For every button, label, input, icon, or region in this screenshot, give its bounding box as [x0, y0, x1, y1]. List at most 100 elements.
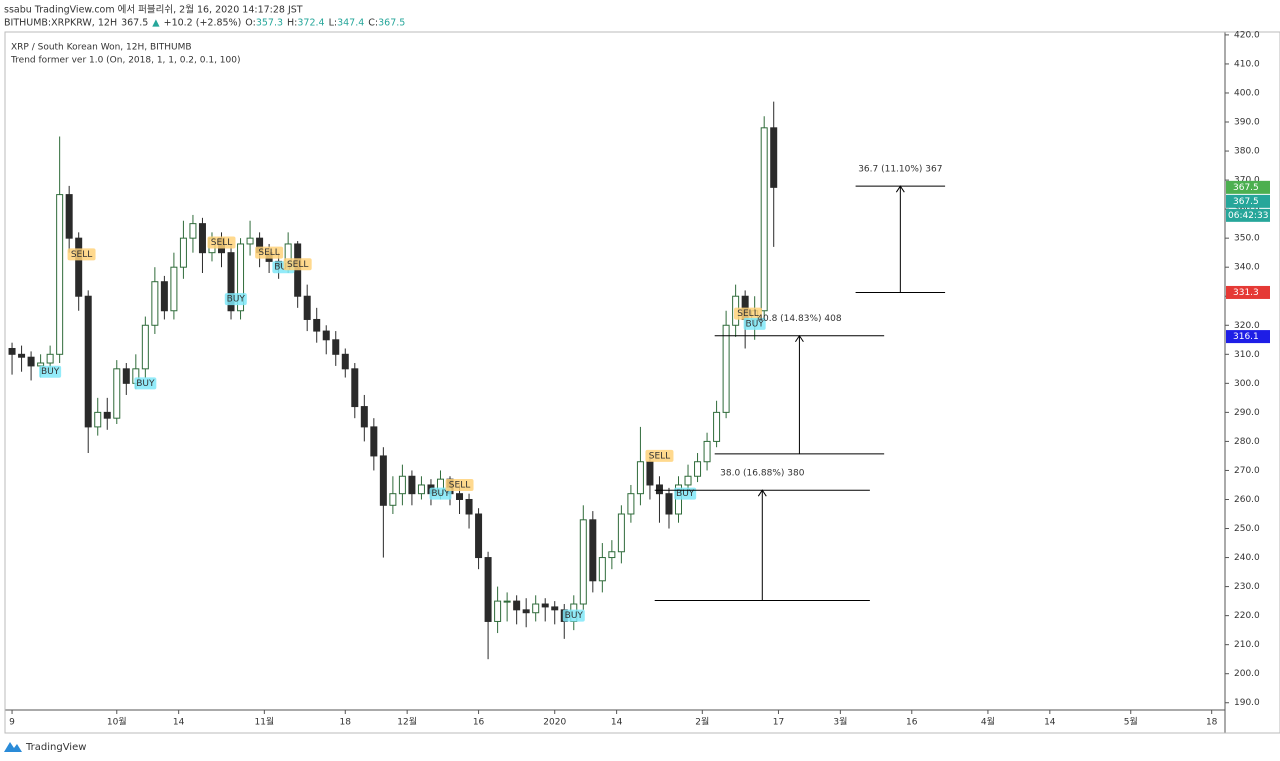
signal-badge: [207, 236, 236, 249]
signal-badge: [562, 609, 585, 622]
candle-body: [18, 353, 26, 358]
y-tick-label: 210.0: [1234, 640, 1260, 650]
x-tick-label: 12월: [397, 716, 417, 728]
candle-body: [84, 295, 92, 428]
candle-body: [713, 411, 721, 442]
x-tick-label: 4월: [981, 716, 995, 728]
candle-body: [122, 368, 130, 384]
measure-label: 38.0 (16.88%) 380: [720, 469, 805, 479]
signal-label: SELL: [287, 260, 308, 270]
price-badge: [1226, 194, 1270, 208]
signal-label: SELL: [211, 238, 232, 248]
candle-body: [198, 223, 206, 254]
candle-body: [665, 493, 673, 515]
candle-body: [313, 318, 321, 332]
candle-body: [627, 493, 635, 515]
candle-body: [589, 519, 597, 582]
candle-body: [56, 194, 64, 355]
candle-body: [27, 356, 35, 367]
x-tick-label: 10월: [107, 716, 127, 728]
signal-badge: [283, 258, 312, 271]
y-tick-label: 300.0: [1234, 379, 1260, 389]
signal-label: BUY: [274, 263, 293, 273]
y-tick-label: 340.0: [1234, 263, 1260, 273]
countdown-badge: [1226, 208, 1270, 222]
published-line: ssabu TradingView.com 에서 퍼블리쉬, 2월 16, 20…: [4, 4, 303, 16]
candle-body: [303, 295, 311, 320]
signal-badge: [134, 377, 157, 390]
candle-body: [760, 127, 768, 312]
y-tick-label: 350.0: [1234, 234, 1260, 244]
price-badge-label: 331.3: [1233, 288, 1259, 298]
candle-body: [351, 368, 359, 408]
signal-badge: [39, 365, 62, 378]
symbol: BITHUMB:XRPKRW, 12H: [4, 18, 117, 29]
y-tick-label: 380.0: [1234, 147, 1260, 157]
change-arrow: ▲: [152, 18, 160, 29]
x-tick-label: 18: [1206, 718, 1218, 728]
y-tick-label: 310.0: [1234, 350, 1260, 360]
signal-badge: [645, 449, 674, 462]
candle-body: [608, 551, 616, 559]
signal-label: BUY: [746, 319, 765, 329]
candle-body: [636, 461, 644, 495]
candle-body: [417, 484, 425, 495]
price-badge: [1226, 180, 1270, 194]
x-tick-label: 16: [473, 718, 485, 728]
candle-body: [408, 475, 416, 495]
y-tick-label: 320.0: [1234, 321, 1260, 331]
candle-body: [341, 353, 349, 370]
y-tick-label: 390.0: [1234, 118, 1260, 128]
measure-label: 36.7 (11.10%) 367: [858, 165, 942, 175]
price-badge: [1226, 285, 1270, 299]
candle-body: [141, 324, 149, 370]
candle-body: [151, 281, 159, 326]
candle-body: [503, 600, 511, 603]
x-tick-label: 14: [173, 718, 185, 728]
candle-body: [227, 252, 235, 312]
y-tick-label: 420.0: [1234, 30, 1260, 40]
candle-body: [46, 353, 54, 364]
legend-symbol: XRP / South Korean Won, 12H, BITHUMB: [11, 43, 192, 53]
y-tick-label: 240.0: [1234, 553, 1260, 563]
x-tick-label: 17: [773, 718, 784, 728]
candle-body: [179, 237, 187, 268]
candle-body: [379, 455, 387, 506]
candle-body: [456, 493, 464, 500]
candle-body: [237, 243, 245, 312]
signal-label: BUY: [565, 611, 584, 621]
price-badge-label: 367.5: [1233, 183, 1259, 193]
candle-body: [170, 266, 178, 312]
y-tick-label: 280.0: [1234, 437, 1260, 447]
x-tick-label: 14: [611, 718, 623, 728]
signal-badge: [445, 478, 474, 491]
signal-label: BUY: [676, 489, 695, 499]
y-tick-label: 270.0: [1234, 466, 1260, 476]
candle-body: [694, 461, 702, 477]
ohlc-value: 347.4: [337, 18, 364, 29]
y-tick-label: 250.0: [1234, 524, 1260, 534]
signal-badge: [224, 293, 247, 306]
candle-body: [646, 461, 654, 486]
signal-label: SELL: [71, 250, 92, 260]
candle-body: [684, 475, 692, 486]
signal-label: SELL: [737, 309, 758, 319]
candle-body: [65, 194, 73, 239]
ohlc-value: 372.4: [297, 18, 324, 29]
candle-body: [160, 281, 168, 312]
y-tick-label: 200.0: [1234, 669, 1260, 679]
candle-body: [465, 498, 473, 515]
signal-badge: [743, 317, 766, 330]
candle-body: [189, 223, 197, 239]
y-tick-label: 230.0: [1234, 582, 1260, 592]
x-tick-label: 11월: [254, 716, 274, 728]
x-tick-label: 2020: [543, 718, 566, 728]
ohlc-label: H:: [287, 18, 297, 29]
ohlc-value: 357.3: [256, 18, 283, 29]
candle-body: [389, 493, 397, 506]
arrow-head: [757, 489, 767, 497]
ohlc-label: C:: [368, 18, 378, 29]
logo: [4, 742, 22, 752]
signal-badge: [255, 246, 284, 259]
candle-body: [579, 519, 587, 605]
